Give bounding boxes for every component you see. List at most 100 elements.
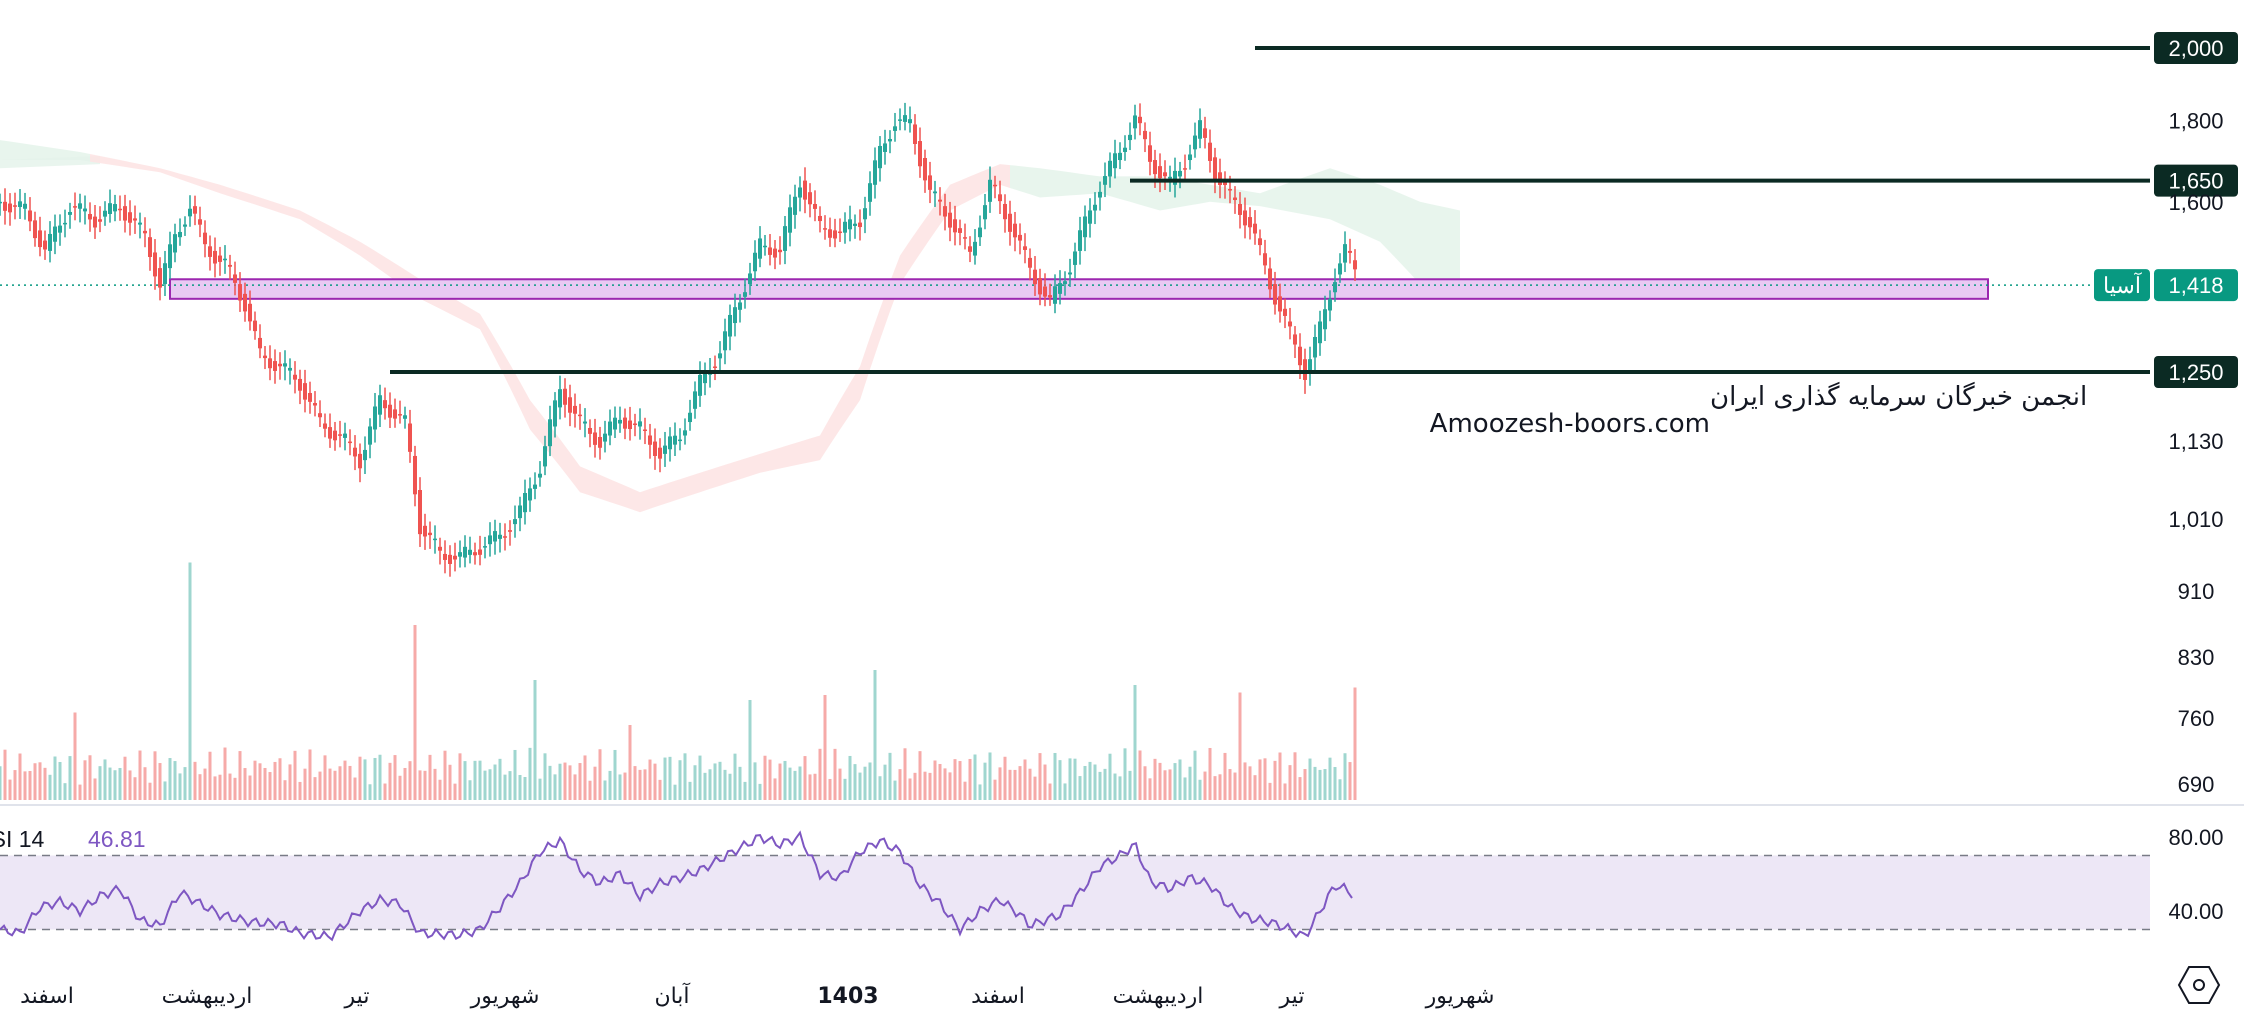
candle-body[interactable] — [113, 204, 117, 212]
candle-body[interactable] — [78, 203, 82, 209]
candle-body[interactable] — [813, 203, 817, 209]
candle-body[interactable] — [668, 436, 672, 450]
candle-body[interactable] — [628, 420, 632, 430]
candle-body[interactable] — [578, 414, 582, 417]
candle-body[interactable] — [1288, 321, 1292, 327]
candle-body[interactable] — [123, 206, 127, 221]
candle-body[interactable] — [148, 237, 152, 257]
candle-body[interactable] — [33, 220, 37, 239]
candle-body[interactable] — [208, 246, 212, 257]
candle-body[interactable] — [763, 245, 767, 248]
candle-body[interactable] — [433, 538, 437, 541]
candle-body[interactable] — [443, 553, 447, 560]
candle-body[interactable] — [903, 115, 907, 122]
candle-body[interactable] — [278, 363, 282, 367]
candle-body[interactable] — [823, 228, 827, 230]
candle-body[interactable] — [978, 227, 982, 238]
price-badge-2000[interactable] — [2154, 32, 2238, 64]
candle-body[interactable] — [1233, 197, 1237, 201]
candle-body[interactable] — [0, 201, 2, 204]
candle-body[interactable] — [403, 415, 407, 419]
candle-body[interactable] — [413, 455, 417, 495]
candle-body[interactable] — [1223, 180, 1227, 186]
candle-body[interactable] — [428, 532, 432, 536]
candle-body[interactable] — [748, 273, 752, 285]
candle-body[interactable] — [848, 219, 852, 230]
candle-body[interactable] — [283, 363, 287, 367]
candle-body[interactable] — [988, 179, 992, 202]
candle-body[interactable] — [1293, 334, 1297, 345]
candle-body[interactable] — [583, 421, 587, 424]
candle-body[interactable] — [1213, 157, 1217, 181]
candle-body[interactable] — [638, 421, 642, 427]
candle-body[interactable] — [1248, 217, 1252, 228]
candle-body[interactable] — [1033, 269, 1037, 285]
candle-body[interactable] — [1068, 272, 1072, 275]
candle-body[interactable] — [558, 389, 562, 408]
candle-body[interactable] — [588, 427, 592, 434]
horizontal-levels[interactable] — [390, 46, 2150, 374]
candle-body[interactable] — [1268, 268, 1272, 290]
candle-body[interactable] — [368, 426, 372, 445]
candle-body[interactable] — [968, 246, 972, 252]
candle-body[interactable] — [1108, 160, 1112, 177]
candle-body[interactable] — [598, 437, 602, 448]
candle-body[interactable] — [808, 192, 812, 205]
candle-body[interactable] — [943, 206, 947, 217]
candle-body[interactable] — [663, 445, 667, 454]
candle-body[interactable] — [768, 247, 772, 255]
candle-body[interactable] — [88, 213, 92, 220]
candle-body[interactable] — [1043, 286, 1047, 297]
candle-body[interactable] — [983, 205, 987, 220]
candle-body[interactable] — [1298, 346, 1302, 366]
candle-body[interactable] — [3, 201, 7, 211]
candle-body[interactable] — [353, 447, 357, 457]
candle-body[interactable] — [1153, 160, 1157, 175]
candle-body[interactable] — [1303, 359, 1307, 380]
candle-body[interactable] — [1163, 172, 1167, 177]
candle-body[interactable] — [483, 546, 487, 548]
candle-body[interactable] — [643, 429, 647, 431]
candle-body[interactable] — [28, 210, 32, 222]
candle-body[interactable] — [828, 229, 832, 238]
candle-body[interactable] — [1193, 135, 1197, 150]
candle-body[interactable] — [1008, 213, 1012, 232]
candle-body[interactable] — [973, 241, 977, 256]
candle-body[interactable] — [13, 205, 17, 207]
candle-body[interactable] — [438, 546, 442, 551]
candle-body[interactable] — [118, 208, 122, 211]
candle-body[interactable] — [798, 187, 802, 198]
candle-body[interactable] — [603, 433, 607, 442]
candle-body[interactable] — [1073, 251, 1077, 265]
candle-body[interactable] — [553, 400, 557, 427]
candle-body[interactable] — [193, 206, 197, 214]
candle-body[interactable] — [923, 158, 927, 181]
candle-body[interactable] — [673, 435, 677, 445]
candle-body[interactable] — [508, 530, 512, 532]
candle-body[interactable] — [873, 160, 877, 185]
candle-body[interactable] — [1143, 130, 1147, 140]
candle-body[interactable] — [253, 320, 257, 332]
candle-body[interactable] — [383, 400, 387, 409]
candle-body[interactable] — [833, 230, 837, 239]
candle-body[interactable] — [453, 555, 457, 560]
candle-body[interactable] — [518, 505, 522, 519]
candle-body[interactable] — [1313, 336, 1317, 358]
candle-body[interactable] — [213, 250, 217, 264]
candle-body[interactable] — [203, 232, 207, 245]
candle-body[interactable] — [633, 423, 637, 426]
candle-body[interactable] — [1308, 359, 1312, 372]
candle-body[interactable] — [703, 371, 707, 384]
candle-body[interactable] — [1253, 223, 1257, 234]
candle-body[interactable] — [688, 412, 692, 423]
candle-body[interactable] — [778, 249, 782, 253]
candle-body[interactable] — [1208, 142, 1212, 161]
candle-body[interactable] — [1063, 281, 1067, 285]
candle-body[interactable] — [53, 226, 57, 242]
candle-body[interactable] — [913, 124, 917, 145]
candle-body[interactable] — [728, 314, 732, 337]
candle-body[interactable] — [223, 258, 227, 261]
candle-body[interactable] — [63, 222, 67, 225]
candle-body[interactable] — [928, 175, 932, 190]
